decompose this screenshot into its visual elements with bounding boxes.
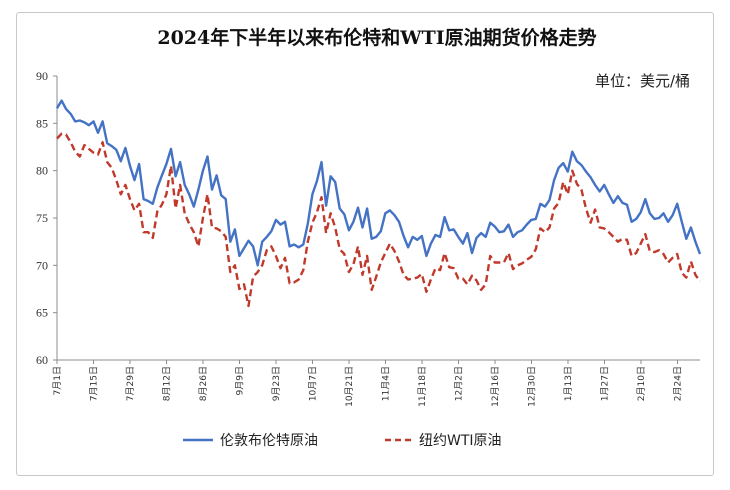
x-tick-label: 7月1日 bbox=[52, 366, 63, 395]
legend: 伦敦布伦特原油 纽约WTI原油 bbox=[183, 433, 502, 449]
x-tick-label: 2月24日 bbox=[673, 366, 684, 401]
y-tick-label: 90 bbox=[36, 69, 48, 83]
x-tick-label: 8月26日 bbox=[198, 366, 209, 401]
x-tick-label: 9月23日 bbox=[271, 366, 282, 401]
chart-title: 2024年下半年以来布伦特和WTI原油期货价格走势 bbox=[157, 26, 596, 49]
x-tick-label: 10月7日 bbox=[308, 366, 319, 401]
x-tick-label: 10月21日 bbox=[344, 366, 355, 407]
y-tick-label: 60 bbox=[36, 353, 48, 367]
chart-frame bbox=[16, 12, 714, 476]
x-tick-label: 9月9日 bbox=[235, 366, 246, 395]
x-tick-label: 11月18日 bbox=[417, 366, 428, 407]
series-lines bbox=[55, 99, 702, 308]
y-tick-label: 85 bbox=[36, 116, 48, 130]
axes: 60 65 70 75 80 85 90 7月1日 7月15日 7月29日 8月12日 8月26日 9月… bbox=[36, 69, 700, 407]
y-tick-label: 75 bbox=[36, 211, 48, 225]
x-tick-label: 12月16日 bbox=[490, 366, 501, 407]
y-tick-label: 65 bbox=[36, 306, 48, 320]
unit-label: 单位：美元/桶 bbox=[595, 72, 690, 90]
x-tick-label: 2月10日 bbox=[636, 366, 647, 401]
series-line-wti bbox=[56, 132, 701, 308]
x-tick-label: 12月2日 bbox=[454, 366, 465, 401]
x-tick-label: 7月29日 bbox=[125, 366, 136, 401]
x-tick-label: 11月4日 bbox=[381, 366, 392, 401]
x-tick-label: 8月12日 bbox=[162, 366, 173, 401]
x-tick-label: 7月15日 bbox=[89, 366, 100, 401]
x-tick-label: 1月13日 bbox=[563, 366, 574, 401]
y-tick-label: 80 bbox=[36, 164, 48, 178]
x-tick-label: 1月27日 bbox=[600, 366, 611, 401]
legend-label-wti: 纽约WTI原油 bbox=[419, 433, 502, 449]
x-tick-label: 12月30日 bbox=[527, 366, 538, 407]
legend-label-brent: 伦敦布伦特原油 bbox=[220, 433, 318, 449]
series-line-brent bbox=[55, 99, 702, 267]
y-tick-label: 70 bbox=[36, 258, 48, 272]
